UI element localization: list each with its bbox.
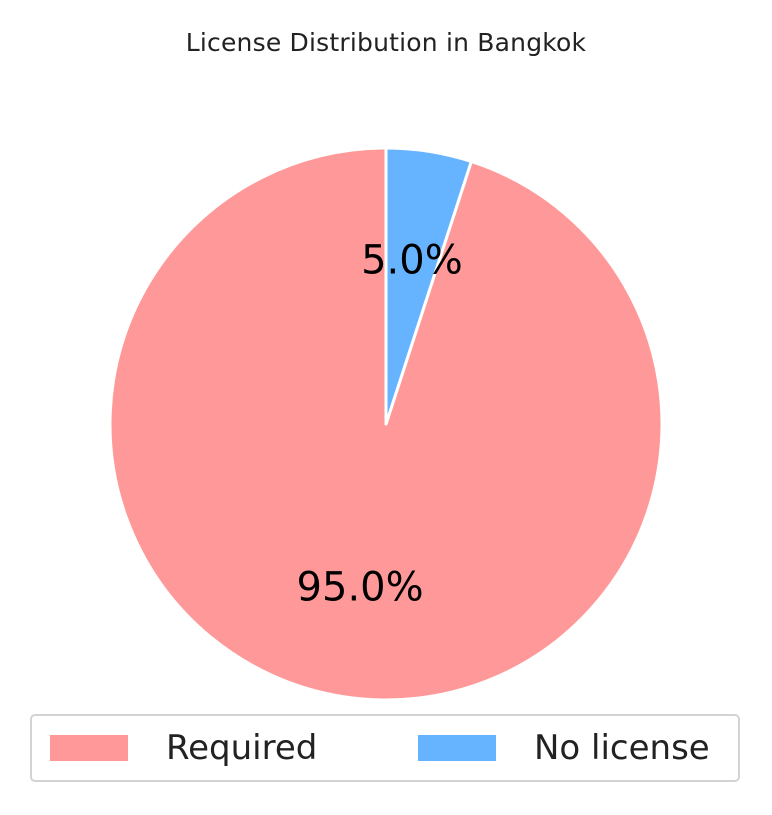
pie-slices bbox=[108, 146, 664, 702]
legend-item-no-license: No license bbox=[418, 716, 710, 780]
pie-labels: 95.0% 5.0% bbox=[297, 237, 463, 610]
pie-label-required: 95.0% bbox=[297, 565, 424, 611]
legend-item-required: Required bbox=[50, 716, 317, 780]
legend-label-no-license: No license bbox=[534, 728, 710, 768]
legend-label-required: Required bbox=[166, 728, 318, 768]
chart-title: License Distribution in Bangkok bbox=[185, 28, 587, 57]
legend-swatch-no-license bbox=[418, 735, 496, 761]
pie-slice-no-license bbox=[384, 146, 473, 426]
legend: Required No license bbox=[30, 714, 740, 782]
pie-label-no-license: 5.0% bbox=[361, 237, 463, 283]
legend-swatch-required bbox=[50, 735, 128, 761]
